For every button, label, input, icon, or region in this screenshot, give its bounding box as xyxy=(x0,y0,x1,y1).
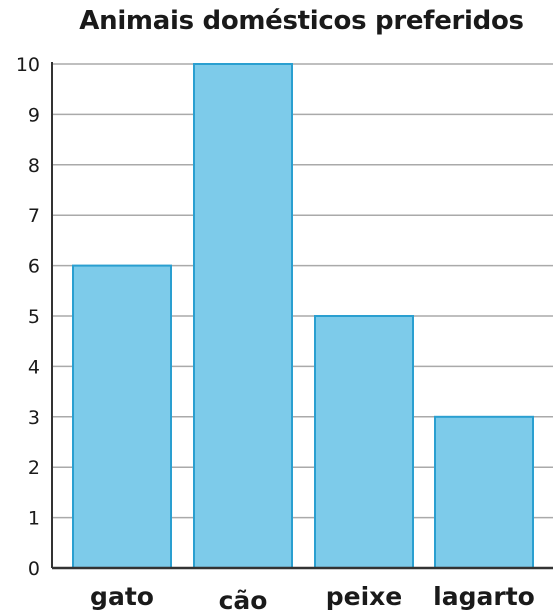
bars xyxy=(72,63,534,569)
category-label: cão xyxy=(219,586,268,611)
y-tick-label: 7 xyxy=(28,205,40,227)
category-label: peixe xyxy=(326,582,403,611)
y-tick-label: 0 xyxy=(28,558,40,580)
y-tick-label: 1 xyxy=(28,508,40,530)
y-tick-label: 4 xyxy=(28,356,40,378)
y-tick-label: 10 xyxy=(16,54,40,76)
bar-cão xyxy=(193,63,293,569)
y-tick-label: 8 xyxy=(28,155,40,177)
bar-lagarto xyxy=(434,415,534,569)
bar-peixe xyxy=(314,315,414,569)
y-tick-labels: 0 1 2 3 4 5 6 7 8 9 10 xyxy=(16,54,40,580)
y-tick-label: 3 xyxy=(28,407,40,429)
bar-gato xyxy=(72,264,172,569)
axes xyxy=(51,62,553,570)
y-tick-label: 9 xyxy=(28,104,40,126)
category-label: lagarto xyxy=(433,582,535,611)
category-label: gato xyxy=(90,582,154,611)
y-tick-label: 2 xyxy=(28,457,40,479)
category-labels: gato cão peixe lagarto xyxy=(90,582,535,611)
y-tick-label: 5 xyxy=(28,306,40,328)
chart-title: Animais domésticos preferidos xyxy=(79,6,524,36)
y-tick-label: 6 xyxy=(28,256,40,278)
